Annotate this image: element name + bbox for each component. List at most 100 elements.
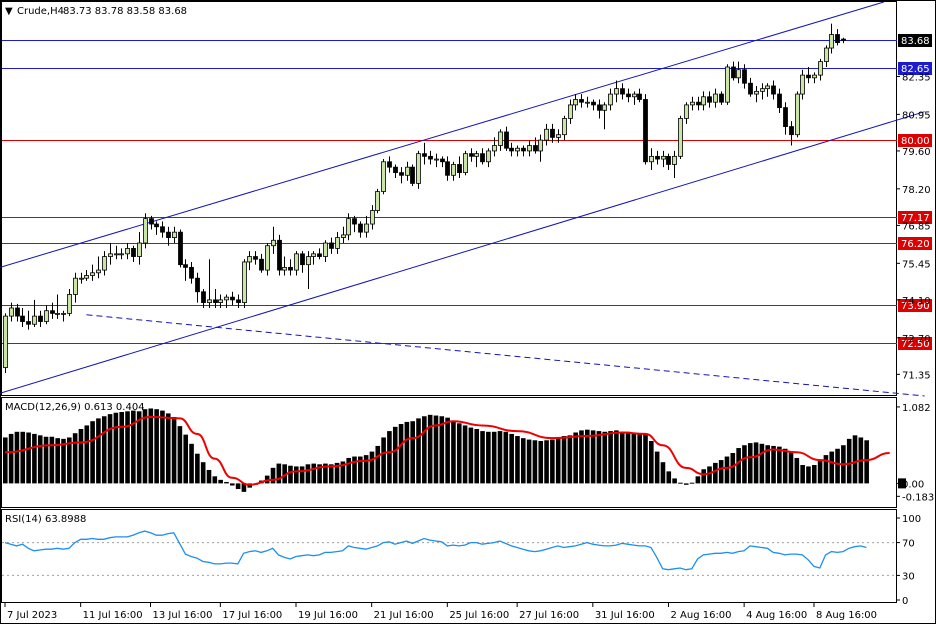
- macd-histogram-bar: [90, 421, 95, 484]
- macd-histogram-bar: [829, 451, 835, 484]
- time-axis-label: 4 Aug 16:00: [746, 610, 807, 621]
- time-axis-label: 2 Aug 16:00: [670, 610, 731, 621]
- candle-bear: [643, 99, 648, 163]
- macd-histogram-bar: [241, 483, 247, 492]
- candle-bear: [428, 155, 433, 160]
- macd-histogram-bar: [375, 445, 381, 484]
- candle-bull: [795, 93, 800, 136]
- candle-bull: [725, 66, 730, 103]
- candle-bear: [835, 34, 840, 44]
- candle-bear: [777, 93, 782, 109]
- candle-bear: [707, 96, 712, 103]
- macd-histogram-bar: [526, 439, 532, 484]
- macd-histogram-bar: [643, 433, 648, 484]
- candle-bull: [218, 299, 223, 303]
- macd-histogram-bar: [614, 430, 619, 484]
- macd-histogram-bar: [142, 409, 148, 484]
- level-price-tag-label: 77.17: [901, 213, 930, 224]
- macd-histogram-bar: [456, 423, 462, 484]
- macd-histogram-bar: [765, 445, 771, 484]
- macd-histogram-bar: [742, 445, 747, 484]
- candle-bear: [253, 256, 258, 260]
- level-price-tag: [898, 337, 932, 350]
- macd-histogram-bar: [154, 409, 159, 484]
- macd-histogram-bar: [195, 453, 200, 484]
- candle-bear: [533, 145, 538, 152]
- time-axis-label: 31 Jul 16:00: [595, 610, 655, 621]
- macd-histogram-bar: [788, 451, 794, 484]
- macd-histogram-bar: [113, 412, 119, 484]
- macd-histogram-bar: [596, 431, 602, 484]
- candle-bear: [300, 253, 305, 266]
- candle-bull: [661, 155, 666, 160]
- macd-histogram-bar: [171, 416, 177, 484]
- candle-bear: [259, 258, 264, 271]
- macd-histogram-bar: [619, 431, 625, 484]
- candle-bear: [317, 253, 322, 257]
- macd-histogram-bar: [555, 438, 561, 484]
- candle-bear: [213, 299, 218, 303]
- candle-bull: [108, 253, 113, 257]
- rsi-axis-label: 100: [902, 514, 921, 525]
- price-axis-label: 76.85: [902, 221, 931, 232]
- candle-bear: [440, 158, 445, 163]
- candle-bear: [620, 88, 625, 95]
- macd-histogram-bar: [3, 437, 8, 484]
- macd-histogram-bar: [678, 482, 683, 484]
- candle-bear: [387, 161, 392, 168]
- macd-histogram-bar: [666, 471, 672, 484]
- candle-bear: [352, 218, 357, 225]
- macd-histogram-bar: [299, 466, 305, 484]
- candle-bull: [544, 128, 549, 141]
- candle-bear: [277, 239, 282, 271]
- candle-bull: [690, 101, 695, 106]
- candle-bull: [137, 242, 142, 257]
- candle-bear: [626, 93, 631, 98]
- macd-histogram-bar: [311, 463, 317, 484]
- macd-histogram-bar: [358, 456, 363, 484]
- macd-histogram-bar: [468, 427, 474, 484]
- level-price-tag-label: 76.20: [901, 239, 930, 250]
- candle-bull: [585, 101, 590, 104]
- macd-histogram-bar: [503, 431, 509, 484]
- macd-histogram-bar: [672, 478, 677, 484]
- level-price-tag-label: 83.68: [901, 36, 930, 47]
- macd-histogram-bar: [43, 436, 49, 484]
- macd-histogram-bar: [276, 463, 282, 484]
- candle-bear: [550, 128, 555, 138]
- candle-bear: [509, 147, 514, 152]
- macd-histogram-bar: [515, 436, 520, 484]
- macd-histogram-bar: [701, 469, 706, 484]
- macd-histogram-bar: [649, 440, 654, 484]
- candle-bull: [294, 253, 299, 271]
- level-price-tag: [898, 211, 932, 224]
- candle-bull: [760, 88, 765, 92]
- macd-histogram-bar: [387, 431, 392, 484]
- symbol-dropdown-arrow[interactable]: ▼: [5, 6, 13, 17]
- macd-histogram-bar: [439, 416, 445, 484]
- rsi-pane-frame: [1, 509, 897, 603]
- candle-bear: [480, 153, 485, 163]
- macd-histogram-bar: [369, 451, 375, 484]
- candle-bull: [224, 296, 229, 301]
- candle-bull: [602, 104, 607, 111]
- macd-histogram-bar: [777, 446, 782, 484]
- macd-histogram-bar: [160, 410, 165, 484]
- candle-bull: [375, 191, 380, 211]
- candle-bear: [696, 101, 701, 106]
- candle-bull: [800, 74, 805, 95]
- candle-bull: [96, 269, 101, 274]
- macd-histogram-bar: [713, 462, 718, 484]
- candle-bull: [562, 118, 567, 136]
- macd-histogram-bar: [340, 461, 346, 484]
- candle-bull: [416, 153, 421, 184]
- macd-histogram-bar: [235, 483, 241, 490]
- macd-histogram-bar: [20, 431, 26, 484]
- candle-bull: [486, 150, 491, 163]
- candle-bear: [841, 38, 846, 41]
- candle-bear: [160, 226, 165, 233]
- candle-bear: [393, 166, 398, 173]
- time-axis-label: 19 Jul 16:00: [298, 610, 358, 621]
- candle-bull: [527, 145, 532, 152]
- macd-histogram-bar: [631, 432, 637, 484]
